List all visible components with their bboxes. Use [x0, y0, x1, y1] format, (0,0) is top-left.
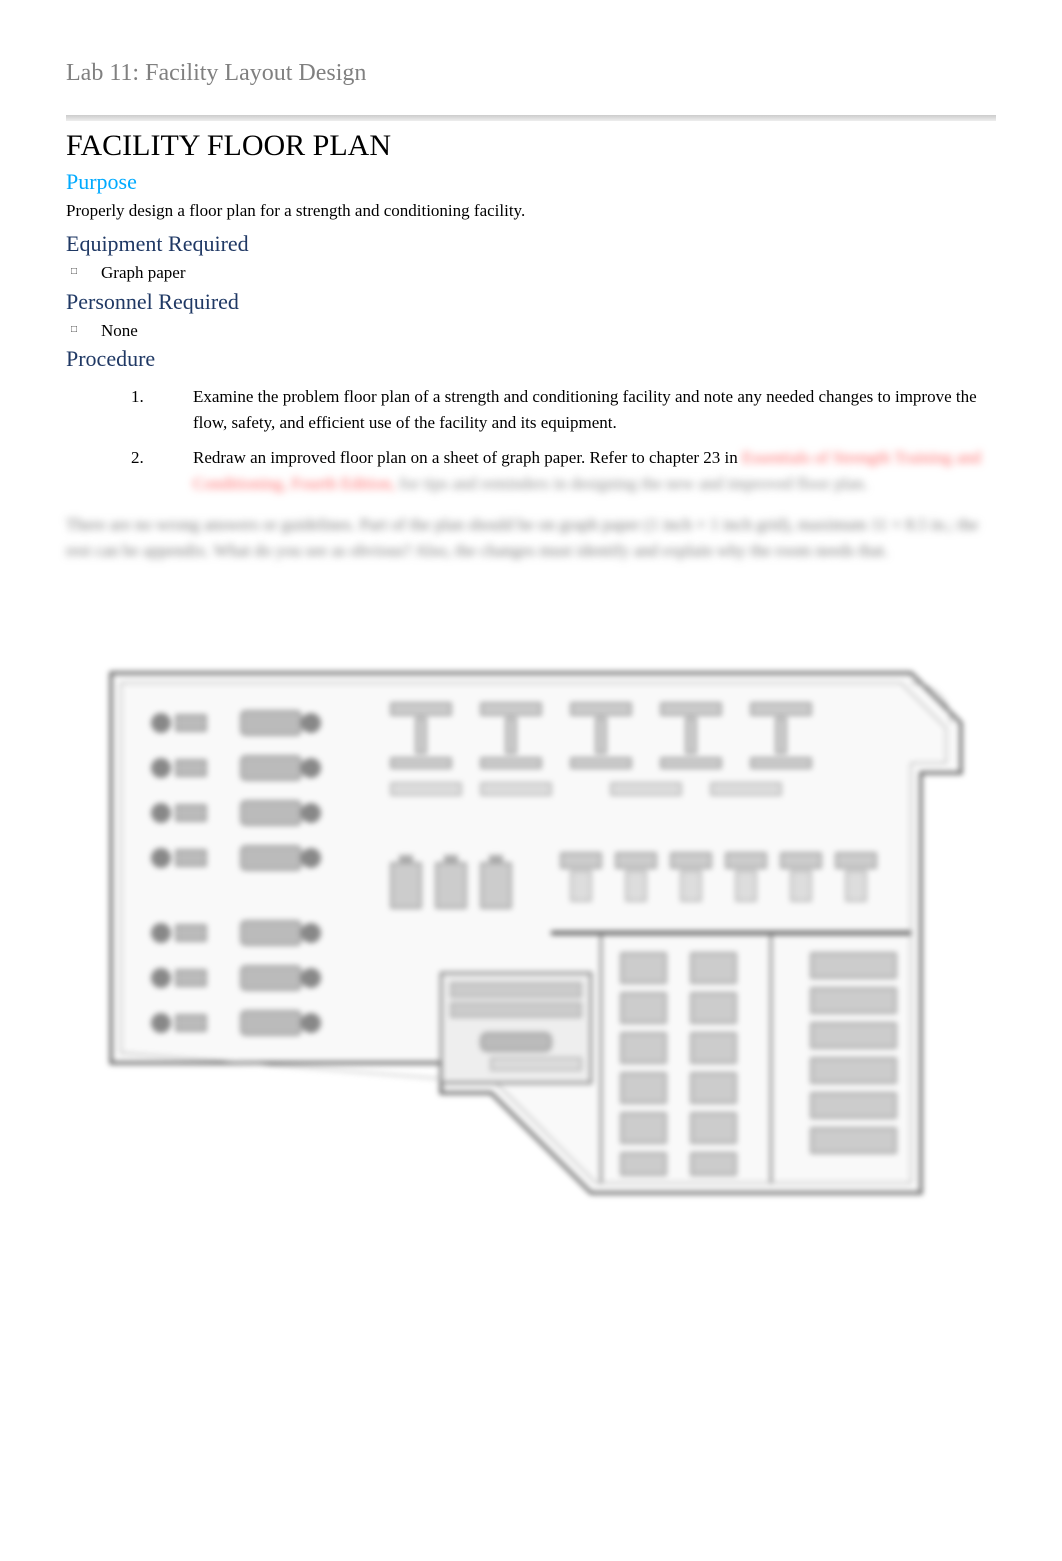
step-text: Examine the problem floor plan of a stre…: [131, 384, 996, 435]
step-number: 2.: [131, 445, 144, 471]
document-subtitle: Lab 11: Facility Layout Design: [66, 60, 996, 87]
blurred-paragraph: There are no wrong answers or guidelines…: [66, 512, 996, 563]
step-text: Redraw an improved floor plan on a sheet…: [131, 445, 996, 496]
list-item: None: [101, 319, 996, 343]
step-number: 1.: [131, 384, 144, 410]
blurred-continuation: for tips and reminders in designing the …: [399, 474, 867, 493]
step-text-prefix: Redraw an improved floor plan on a sheet…: [193, 448, 742, 467]
main-title: FACILITY FLOOR PLAN: [66, 129, 996, 163]
bench-stations: [391, 855, 511, 908]
purpose-heading: Purpose: [66, 169, 996, 195]
horizontal-divider: [66, 115, 996, 121]
list-item: Graph paper: [101, 261, 996, 285]
procedure-step-1: 1. Examine the problem floor plan of a s…: [131, 384, 996, 435]
equipment-heading: Equipment Required: [66, 231, 996, 257]
floorplan-container: [66, 653, 996, 1213]
office-block: [441, 973, 591, 1083]
procedure-step-2: 2. Redraw an improved floor plan on a sh…: [131, 445, 996, 496]
procedure-list: 1. Examine the problem floor plan of a s…: [66, 384, 996, 496]
purpose-text: Properly design a floor plan for a stren…: [66, 199, 996, 223]
personnel-list: None: [66, 319, 996, 343]
personnel-heading: Personnel Required: [66, 289, 996, 315]
equipment-list: Graph paper: [66, 261, 996, 285]
floorplan-diagram: [91, 653, 971, 1213]
procedure-heading: Procedure: [66, 346, 996, 372]
